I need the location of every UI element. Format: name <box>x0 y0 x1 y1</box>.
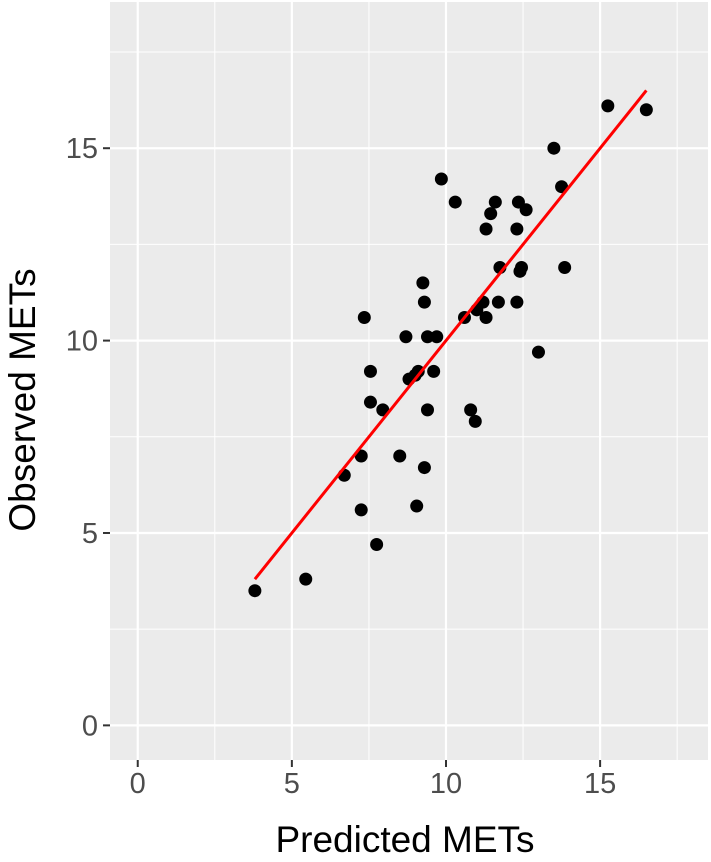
data-point <box>484 207 498 221</box>
data-point <box>410 499 424 513</box>
data-point <box>515 260 529 274</box>
fit-line <box>253 89 648 581</box>
y-tick-label: 15 <box>66 133 98 165</box>
data-point <box>601 99 615 113</box>
data-point <box>519 203 533 217</box>
data-point <box>417 461 431 475</box>
y-tick-label: 0 <box>82 710 98 742</box>
data-point <box>468 414 482 428</box>
data-point <box>370 538 384 552</box>
data-point <box>510 222 524 236</box>
data-point <box>299 572 313 586</box>
data-point <box>531 345 545 359</box>
data-point <box>354 503 368 517</box>
data-point <box>417 295 431 309</box>
x-tick-label: 0 <box>130 768 146 800</box>
data-point <box>399 330 413 344</box>
data-point <box>547 141 561 155</box>
data-point <box>411 364 425 378</box>
x-tick-label: 15 <box>584 768 616 800</box>
data-point <box>363 364 377 378</box>
x-axis-title: Predicted METs <box>275 819 534 860</box>
data-point <box>357 311 371 325</box>
data-point <box>558 260 572 274</box>
data-point <box>434 172 448 186</box>
data-point <box>393 449 407 463</box>
x-tick-labels: 0 5 10 15 <box>130 768 617 800</box>
data-point <box>464 403 478 417</box>
data-point <box>639 103 653 117</box>
y-axis-title: Observed METs <box>2 268 43 531</box>
data-point <box>420 403 434 417</box>
data-point <box>488 195 502 209</box>
y-tick-label: 5 <box>82 518 98 550</box>
data-point <box>448 195 462 209</box>
data-point <box>430 330 444 344</box>
data-point <box>248 584 262 598</box>
data-point <box>416 276 430 290</box>
data-point <box>363 395 377 409</box>
data-point <box>427 364 441 378</box>
x-tick-label: 10 <box>430 768 462 800</box>
y-tick-label: 10 <box>66 326 98 358</box>
data-point <box>420 330 434 344</box>
data-point <box>510 295 524 309</box>
minor-gridlines <box>110 2 708 760</box>
data-point <box>491 295 505 309</box>
x-tick-label: 5 <box>284 768 300 800</box>
data-points <box>248 99 653 598</box>
axis-ticks <box>103 147 602 767</box>
y-tick-labels: 0 5 10 15 <box>66 133 98 742</box>
data-point <box>479 222 493 236</box>
data-point <box>479 311 493 325</box>
